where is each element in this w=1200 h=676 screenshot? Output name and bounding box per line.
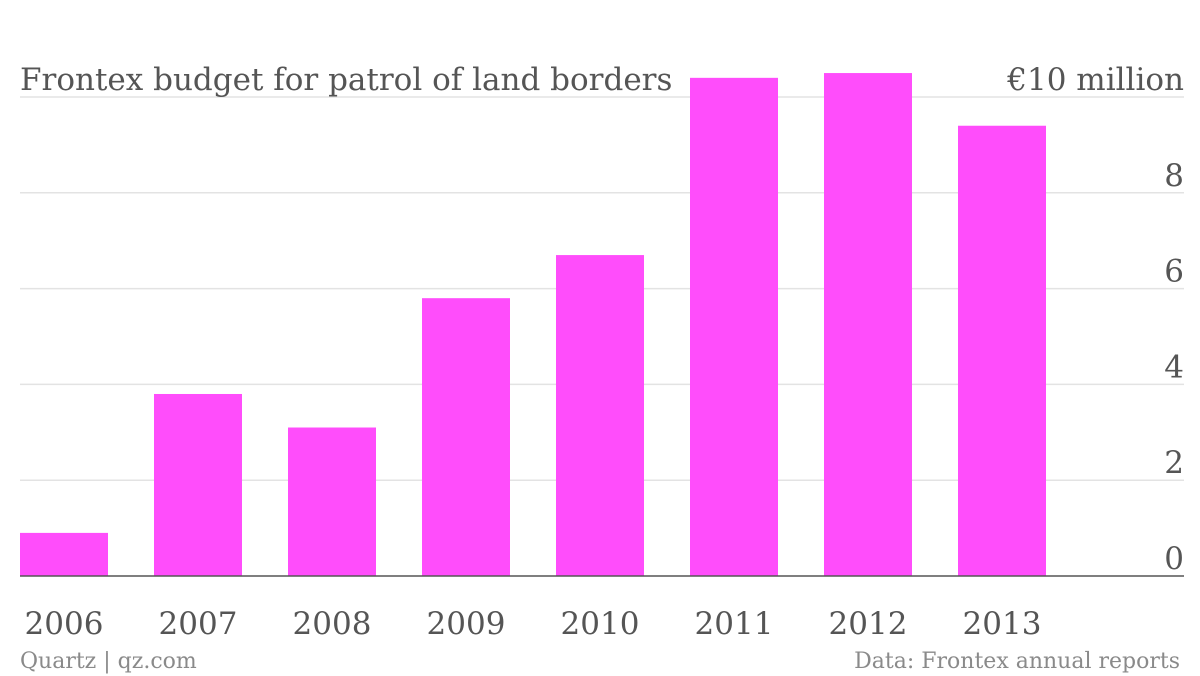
- x-tick-label: 2012: [829, 606, 908, 642]
- footer-source-right: Data: Frontex annual reports: [854, 649, 1180, 674]
- chart-title: Frontex budget for patrol of land border…: [20, 62, 672, 98]
- unit-label: €10 million: [1006, 62, 1184, 98]
- footer-source-left: Quartz | qz.com: [20, 649, 197, 674]
- bar-2010: [556, 255, 644, 576]
- bar-2007: [154, 393, 242, 576]
- y-axis-ticks: 0 2 4 6 8: [1164, 158, 1184, 577]
- x-tick-label: 2009: [427, 606, 506, 642]
- bar-2006: [20, 532, 108, 576]
- bars: [20, 73, 1046, 577]
- x-tick-label: 2011: [695, 606, 774, 642]
- y-tick-label: 2: [1164, 445, 1184, 481]
- bar-2011: [690, 77, 778, 576]
- y-tick-label: 6: [1164, 254, 1184, 290]
- x-tick-label: 2010: [561, 606, 640, 642]
- x-tick-label: 2008: [293, 606, 372, 642]
- y-tick-label: 0: [1164, 541, 1184, 577]
- x-tick-label: 2013: [963, 606, 1042, 642]
- bar-2008: [288, 427, 376, 576]
- y-tick-label: 8: [1164, 158, 1184, 194]
- x-tick-label: 2006: [25, 606, 104, 642]
- y-tick-label: 4: [1164, 349, 1184, 385]
- bar-2013: [958, 125, 1046, 577]
- bar-2009: [422, 298, 510, 576]
- x-axis-ticks: 2006 2007 2008 2009 2010 2011 2012 2013: [25, 606, 1042, 642]
- x-tick-label: 2007: [159, 606, 238, 642]
- bar-2012: [824, 73, 912, 577]
